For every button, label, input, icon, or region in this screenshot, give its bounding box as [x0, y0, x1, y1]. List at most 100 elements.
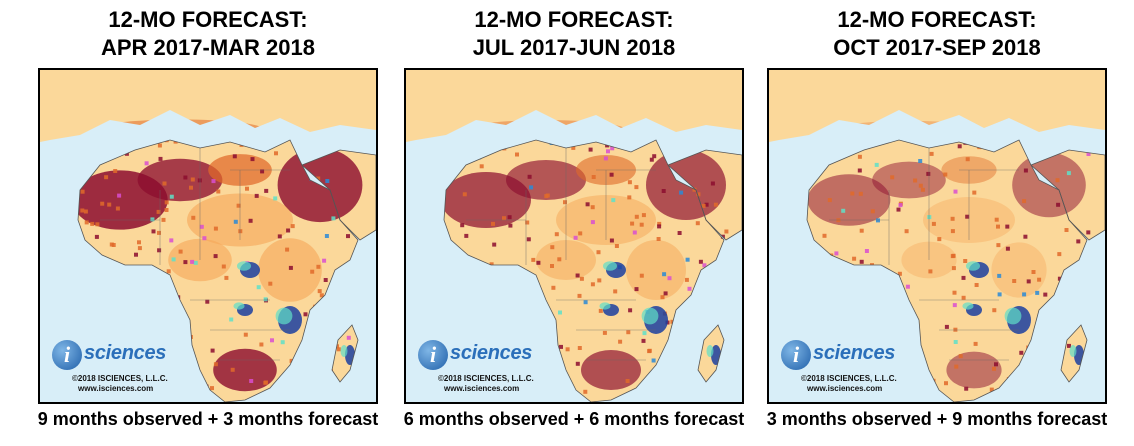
anomaly-pixel: [238, 133, 243, 138]
anomaly-pixel: [324, 234, 329, 238]
anomaly-pixel: [280, 138, 285, 143]
anomaly-pixel: [606, 149, 610, 154]
anomaly-pixel: [102, 301, 107, 306]
wet-region: [1004, 307, 1022, 325]
anomaly-pixel: [628, 142, 633, 147]
anomaly-pixel: [303, 312, 308, 317]
anomaly-pixel: [1089, 341, 1093, 346]
wet-region: [641, 307, 659, 325]
anomaly-pixel: [682, 352, 687, 357]
anomaly-pixel: [1083, 139, 1088, 144]
anomaly-pixel: [1019, 350, 1024, 355]
deficit-region: [581, 350, 641, 390]
anomaly-pixel: [1065, 271, 1070, 276]
logo-wordmark: sciences: [450, 342, 533, 364]
anomaly-pixel: [157, 143, 162, 148]
anomaly-pixel: [260, 169, 265, 174]
anomaly-pixel: [706, 311, 711, 316]
deficit-region: [901, 241, 957, 279]
anomaly-pixel: [639, 222, 644, 227]
anomaly-pixel: [346, 234, 350, 239]
anomaly-pixel: [656, 237, 661, 241]
anomaly-pixel: [649, 157, 654, 162]
anomaly-pixel: [527, 174, 532, 179]
wet-region: [340, 345, 348, 357]
anomaly-pixel: [1022, 292, 1027, 297]
anomaly-pixel: [497, 288, 502, 293]
anomaly-pixel: [647, 349, 652, 354]
anomaly-pixel: [913, 178, 918, 183]
anomaly-pixel: [100, 201, 105, 206]
anomaly-pixel: [579, 276, 584, 281]
anomaly-pixel: [668, 345, 672, 350]
anomaly-pixel: [162, 280, 167, 285]
anomaly-pixel: [173, 322, 178, 327]
anomaly-pixel: [263, 297, 268, 302]
anomaly-pixel: [651, 358, 656, 363]
panel-title: 12-MO FORECAST: APR 2017-MAR 2018: [38, 6, 378, 62]
wet-region: [237, 261, 251, 271]
anomaly-pixel: [157, 230, 161, 235]
anomaly-pixel: [236, 203, 241, 208]
anomaly-pixel: [183, 260, 188, 265]
anomaly-pixel: [302, 154, 307, 159]
anomaly-pixel: [550, 264, 554, 268]
anomaly-pixel: [190, 177, 195, 182]
anomaly-pixel: [997, 273, 1002, 278]
anomaly-pixel: [577, 293, 582, 298]
anomaly-pixel: [331, 216, 336, 221]
anomaly-pixel: [488, 329, 493, 334]
anomaly-pixel: [701, 203, 706, 208]
deficit-region: [835, 120, 983, 140]
anomaly-pixel: [905, 284, 910, 289]
anomaly-pixel: [525, 220, 530, 225]
anomaly-pixel: [918, 183, 923, 188]
anomaly-pixel: [559, 344, 563, 349]
anomaly-pixel: [144, 161, 149, 166]
anomaly-pixel: [169, 238, 174, 243]
wet-region: [603, 261, 617, 271]
deficit-region: [991, 242, 1047, 298]
anomaly-pixel: [618, 339, 623, 344]
anomaly-pixel: [232, 154, 237, 159]
anomaly-pixel: [161, 217, 166, 222]
africa-map: i sciences ©2018 ISCIENCES, L.L.C. www.i…: [38, 68, 378, 404]
anomaly-pixel: [1066, 320, 1071, 325]
anomaly-pixel: [243, 332, 248, 337]
anomaly-pixel: [1056, 202, 1061, 207]
anomaly-pixel: [1052, 304, 1057, 309]
anomaly-pixel: [614, 244, 619, 248]
anomaly-pixel: [464, 233, 469, 238]
anomaly-pixel: [632, 230, 637, 235]
anomaly-pixel: [346, 335, 351, 340]
coastline: [697, 324, 725, 383]
anomaly-pixel: [489, 262, 494, 267]
anomaly-pixel: [641, 213, 646, 218]
anomaly-pixel: [652, 154, 657, 159]
anomaly-pixel: [950, 229, 955, 234]
anomaly-pixel: [1067, 343, 1071, 348]
anomaly-pixel: [627, 180, 632, 185]
anomaly-pixel: [353, 132, 358, 137]
anomaly-pixel: [870, 209, 875, 214]
anomaly-pixel: [670, 319, 675, 324]
anomaly-pixel: [479, 164, 484, 169]
anomaly-pixel: [583, 389, 588, 394]
anomaly-pixel: [117, 193, 122, 198]
anomaly-pixel: [248, 218, 253, 223]
anomaly-pixel: [822, 233, 827, 238]
wet-region: [233, 302, 245, 310]
anomaly-pixel: [325, 340, 330, 345]
anomaly-pixel: [965, 157, 970, 162]
anomaly-pixel: [190, 259, 195, 264]
anomaly-pixel: [662, 272, 667, 277]
anomaly-pixel: [213, 254, 218, 259]
anomaly-pixel: [540, 308, 545, 313]
anomaly-pixel: [229, 317, 234, 322]
deficit-region: [807, 174, 891, 226]
anomaly-pixel: [834, 134, 839, 139]
anomaly-pixel: [997, 292, 1002, 297]
anomaly-pixel: [613, 289, 618, 294]
anomaly-pixel: [316, 264, 321, 269]
anomaly-pixel: [857, 168, 862, 173]
